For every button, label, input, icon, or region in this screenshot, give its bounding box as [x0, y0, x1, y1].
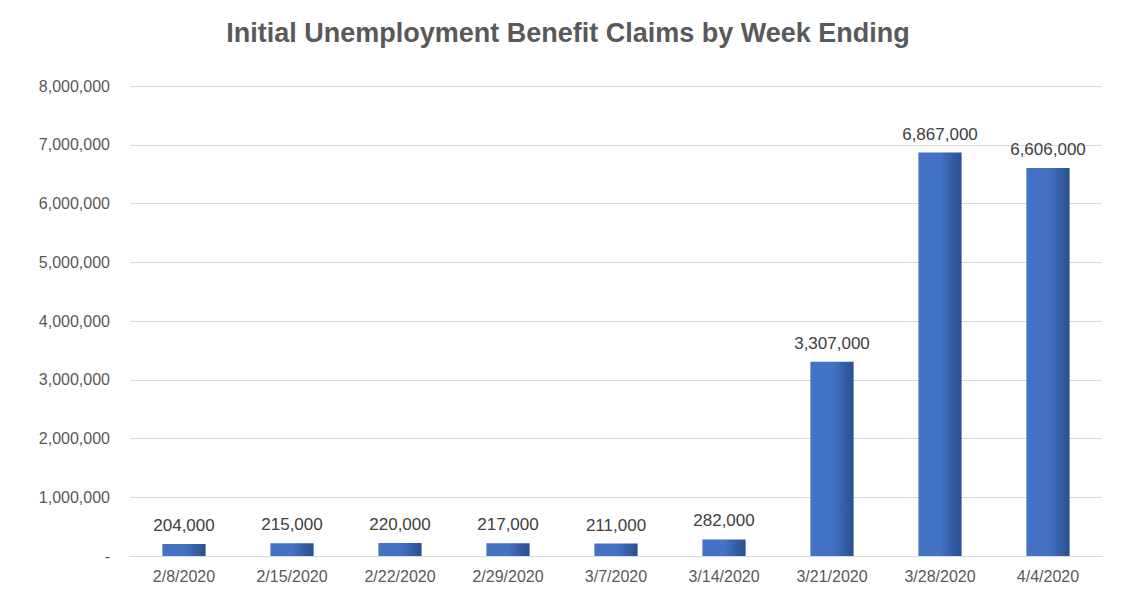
- svg-text:3/21/2020: 3/21/2020: [796, 568, 867, 585]
- svg-text:204,000: 204,000: [153, 516, 214, 535]
- svg-text:282,000: 282,000: [693, 511, 754, 530]
- svg-text:-: -: [105, 548, 110, 565]
- svg-text:3/28/2020: 3/28/2020: [904, 568, 975, 585]
- svg-text:5,000,000: 5,000,000: [39, 254, 110, 271]
- svg-text:2/8/2020: 2/8/2020: [153, 568, 215, 585]
- svg-text:3/14/2020: 3/14/2020: [688, 568, 759, 585]
- svg-text:4/4/2020: 4/4/2020: [1017, 568, 1079, 585]
- svg-text:2/22/2020: 2/22/2020: [364, 568, 435, 585]
- svg-text:220,000: 220,000: [369, 515, 430, 534]
- svg-text:211,000: 211,000: [586, 516, 646, 535]
- svg-text:1,000,000: 1,000,000: [39, 489, 110, 506]
- svg-text:8,000,000: 8,000,000: [39, 78, 110, 95]
- svg-text:6,867,000: 6,867,000: [902, 125, 978, 144]
- svg-text:6,606,000: 6,606,000: [1010, 140, 1086, 159]
- svg-text:215,000: 215,000: [261, 515, 322, 534]
- svg-text:3/7/2020: 3/7/2020: [585, 568, 647, 585]
- svg-text:3,307,000: 3,307,000: [794, 334, 870, 353]
- svg-text:6,000,000: 6,000,000: [39, 195, 110, 212]
- svg-text:7,000,000: 7,000,000: [39, 136, 110, 153]
- svg-text:2/15/2020: 2/15/2020: [256, 568, 327, 585]
- svg-text:Initial Unemployment Benefit C: Initial Unemployment Benefit Claims by W…: [226, 18, 910, 48]
- svg-text:3,000,000: 3,000,000: [39, 371, 110, 388]
- svg-text:217,000: 217,000: [477, 515, 538, 534]
- svg-text:4,000,000: 4,000,000: [39, 313, 110, 330]
- svg-text:2,000,000: 2,000,000: [39, 430, 110, 447]
- svg-text:2/29/2020: 2/29/2020: [472, 568, 543, 585]
